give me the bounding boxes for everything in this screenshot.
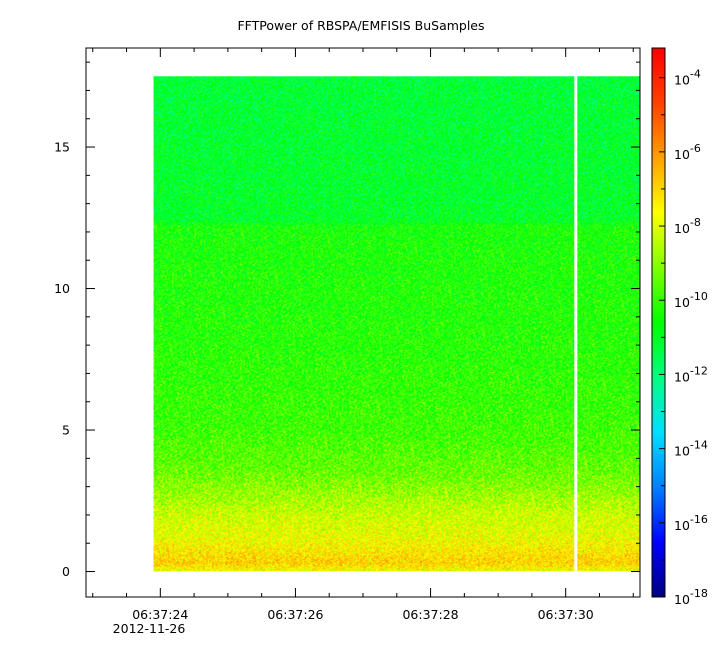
colorbar-frame: [651, 47, 666, 598]
x-date-label: 2012-11-26: [113, 621, 186, 636]
colorbar-tick-label: 10-8: [674, 216, 701, 236]
data-gap: [574, 76, 578, 572]
y-axis: 0 5 10 15: [54, 61, 640, 579]
colorbar-tick-label: 10-12: [674, 364, 708, 384]
colorbar-tick-label: 10-18: [674, 587, 708, 607]
colorbar-gradient: [652, 48, 665, 597]
y-tick-label: 0: [62, 564, 70, 579]
y-tick-label: 5: [62, 423, 70, 438]
colorbar-tick-label: 10-4: [674, 68, 701, 88]
colorbar-tick-label: 10-14: [674, 439, 708, 459]
y-tick-label: 15: [54, 140, 70, 155]
chart-title: FFTPower of RBSPA/EMFISIS BuSamples: [237, 18, 484, 33]
x-tick-label: 06:37:26: [267, 607, 323, 622]
plot-area: [85, 47, 641, 598]
spectrogram-heatmap: [153, 76, 640, 572]
x-tick-label: 06:37:30: [538, 607, 594, 622]
colorbar-tick-label: 10-16: [674, 513, 708, 533]
colorbar: 10-4 10-6 10-8 10-10 10-12 10-14 10-16 10-18: [651, 47, 708, 607]
x-tick-label: 06:37:24: [132, 607, 188, 622]
colorbar-tick-label: 10-6: [674, 142, 701, 162]
x-tick-label: 06:37:28: [402, 607, 458, 622]
y-tick-label: 10: [54, 281, 70, 296]
colorbar-tick-label: 10-10: [674, 290, 708, 310]
x-axis: 06:37:24 06:37:26 06:37:28 06:37:30: [92, 48, 634, 622]
